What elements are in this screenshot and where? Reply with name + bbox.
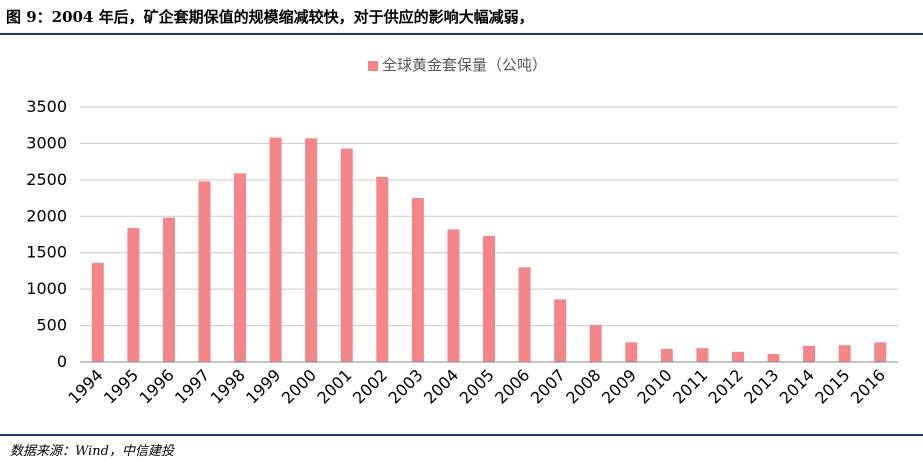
figure-title: 图 9：2004 年后，矿企套期保值的规模缩减较快，对于供应的影响大幅减弱， (6, 8, 534, 26)
bar (483, 235, 495, 362)
bar (127, 227, 140, 362)
y-tick-label: 3000 (26, 133, 67, 152)
bar (198, 181, 211, 362)
x-tick-label: 2001 (313, 365, 355, 407)
x-tick-label: 2015 (811, 365, 853, 407)
x-tick-label: 2006 (491, 365, 533, 407)
x-tick-label: 2009 (598, 365, 640, 407)
bar (803, 345, 816, 362)
x-tick-label: 2000 (278, 365, 320, 407)
x-tick-label: 2005 (456, 365, 498, 407)
legend-swatch (368, 61, 378, 71)
x-tick-label: 2013 (740, 365, 782, 407)
bar (874, 342, 887, 362)
bar (411, 198, 424, 362)
bar (696, 348, 709, 362)
bar (625, 342, 638, 362)
x-tick-label: 2008 (562, 365, 604, 407)
y-tick-label: 2000 (26, 206, 67, 225)
bar (589, 324, 602, 362)
legend-label: 全球黄金套保量（公吨） (382, 56, 547, 74)
x-tick-label: 1999 (242, 365, 284, 407)
bar (660, 348, 673, 362)
x-tick-label: 1996 (136, 365, 178, 407)
bar (447, 229, 460, 362)
y-tick-label: 500 (36, 316, 67, 335)
top-rule (0, 33, 923, 35)
bottom-rule (0, 434, 923, 436)
bar (162, 217, 175, 362)
y-tick-label: 2500 (26, 170, 67, 189)
bar (376, 176, 389, 362)
bars (91, 137, 887, 362)
bar (234, 173, 247, 362)
bar (269, 137, 282, 362)
legend: 全球黄金套保量（公吨） (368, 56, 547, 74)
x-tick-label: 2014 (776, 365, 818, 407)
x-tick-label: 2007 (527, 365, 569, 407)
source-note: 数据来源：Wind，中信建投 (10, 444, 174, 459)
x-tick-label: 2004 (420, 365, 462, 407)
bar (838, 345, 851, 362)
x-tick-label: 2010 (633, 365, 675, 407)
y-tick-label: 3500 (26, 97, 67, 116)
bar (767, 353, 780, 362)
y-tick-label: 0 (57, 352, 67, 371)
bar (731, 351, 744, 362)
x-tick-label: 2016 (847, 365, 889, 407)
x-tick-label: 1998 (207, 365, 249, 407)
x-tick-label: 2011 (669, 365, 711, 407)
x-tick-label: 2003 (384, 365, 426, 407)
x-tick-label: 2012 (705, 365, 747, 407)
y-tick-label: 1500 (26, 243, 67, 262)
bar-chart: 全球黄金套保量（公吨） 0 500 1000 1500 2000 2500 3000 3500… (26, 56, 898, 408)
x-tick-label: 1994 (64, 365, 106, 407)
x-tick-label: 1995 (100, 365, 142, 407)
x-tick-label: 1997 (171, 365, 213, 407)
y-tick-label: 1000 (26, 279, 67, 298)
bar (554, 299, 567, 362)
bar (518, 267, 531, 362)
y-axis-tick-labels: 0 500 1000 1500 2000 2500 3000 3500 (26, 97, 67, 371)
x-axis-tick-labels: 1994199519961997199819992000200120022003… (64, 365, 889, 407)
x-tick-label: 2002 (349, 365, 391, 407)
bar (340, 148, 353, 362)
bar (91, 262, 104, 362)
bar (305, 138, 318, 362)
